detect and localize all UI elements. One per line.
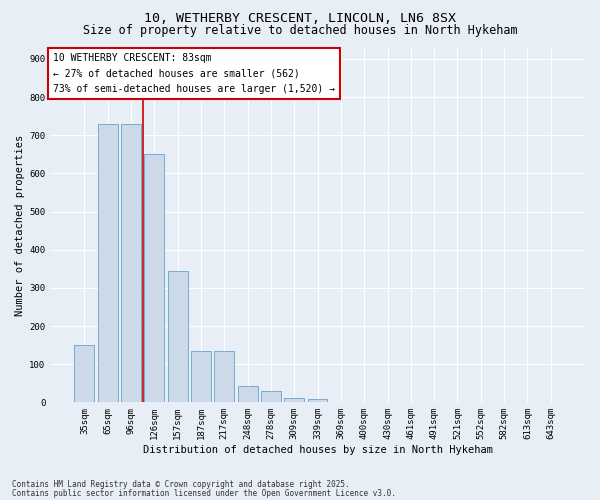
Bar [74,345,94,403]
Bar [238,386,257,402]
Bar [284,398,304,402]
X-axis label: Distribution of detached houses by size in North Hykeham: Distribution of detached houses by size … [143,445,493,455]
Bar [145,154,164,402]
Text: Size of property relative to detached houses in North Hykeham: Size of property relative to detached ho… [83,24,517,37]
Bar [98,124,118,402]
Text: 10 WETHERBY CRESCENT: 83sqm
← 27% of detached houses are smaller (562)
73% of se: 10 WETHERBY CRESCENT: 83sqm ← 27% of det… [53,53,335,94]
Y-axis label: Number of detached properties: Number of detached properties [15,134,25,316]
Bar [261,391,281,402]
Text: 10, WETHERBY CRESCENT, LINCOLN, LN6 8SX: 10, WETHERBY CRESCENT, LINCOLN, LN6 8SX [144,12,456,26]
Text: Contains HM Land Registry data © Crown copyright and database right 2025.: Contains HM Land Registry data © Crown c… [12,480,350,489]
Bar [214,351,234,403]
Bar [168,270,188,402]
Bar [308,400,328,402]
Text: Contains public sector information licensed under the Open Government Licence v3: Contains public sector information licen… [12,489,396,498]
Bar [121,124,141,402]
Bar [191,351,211,403]
